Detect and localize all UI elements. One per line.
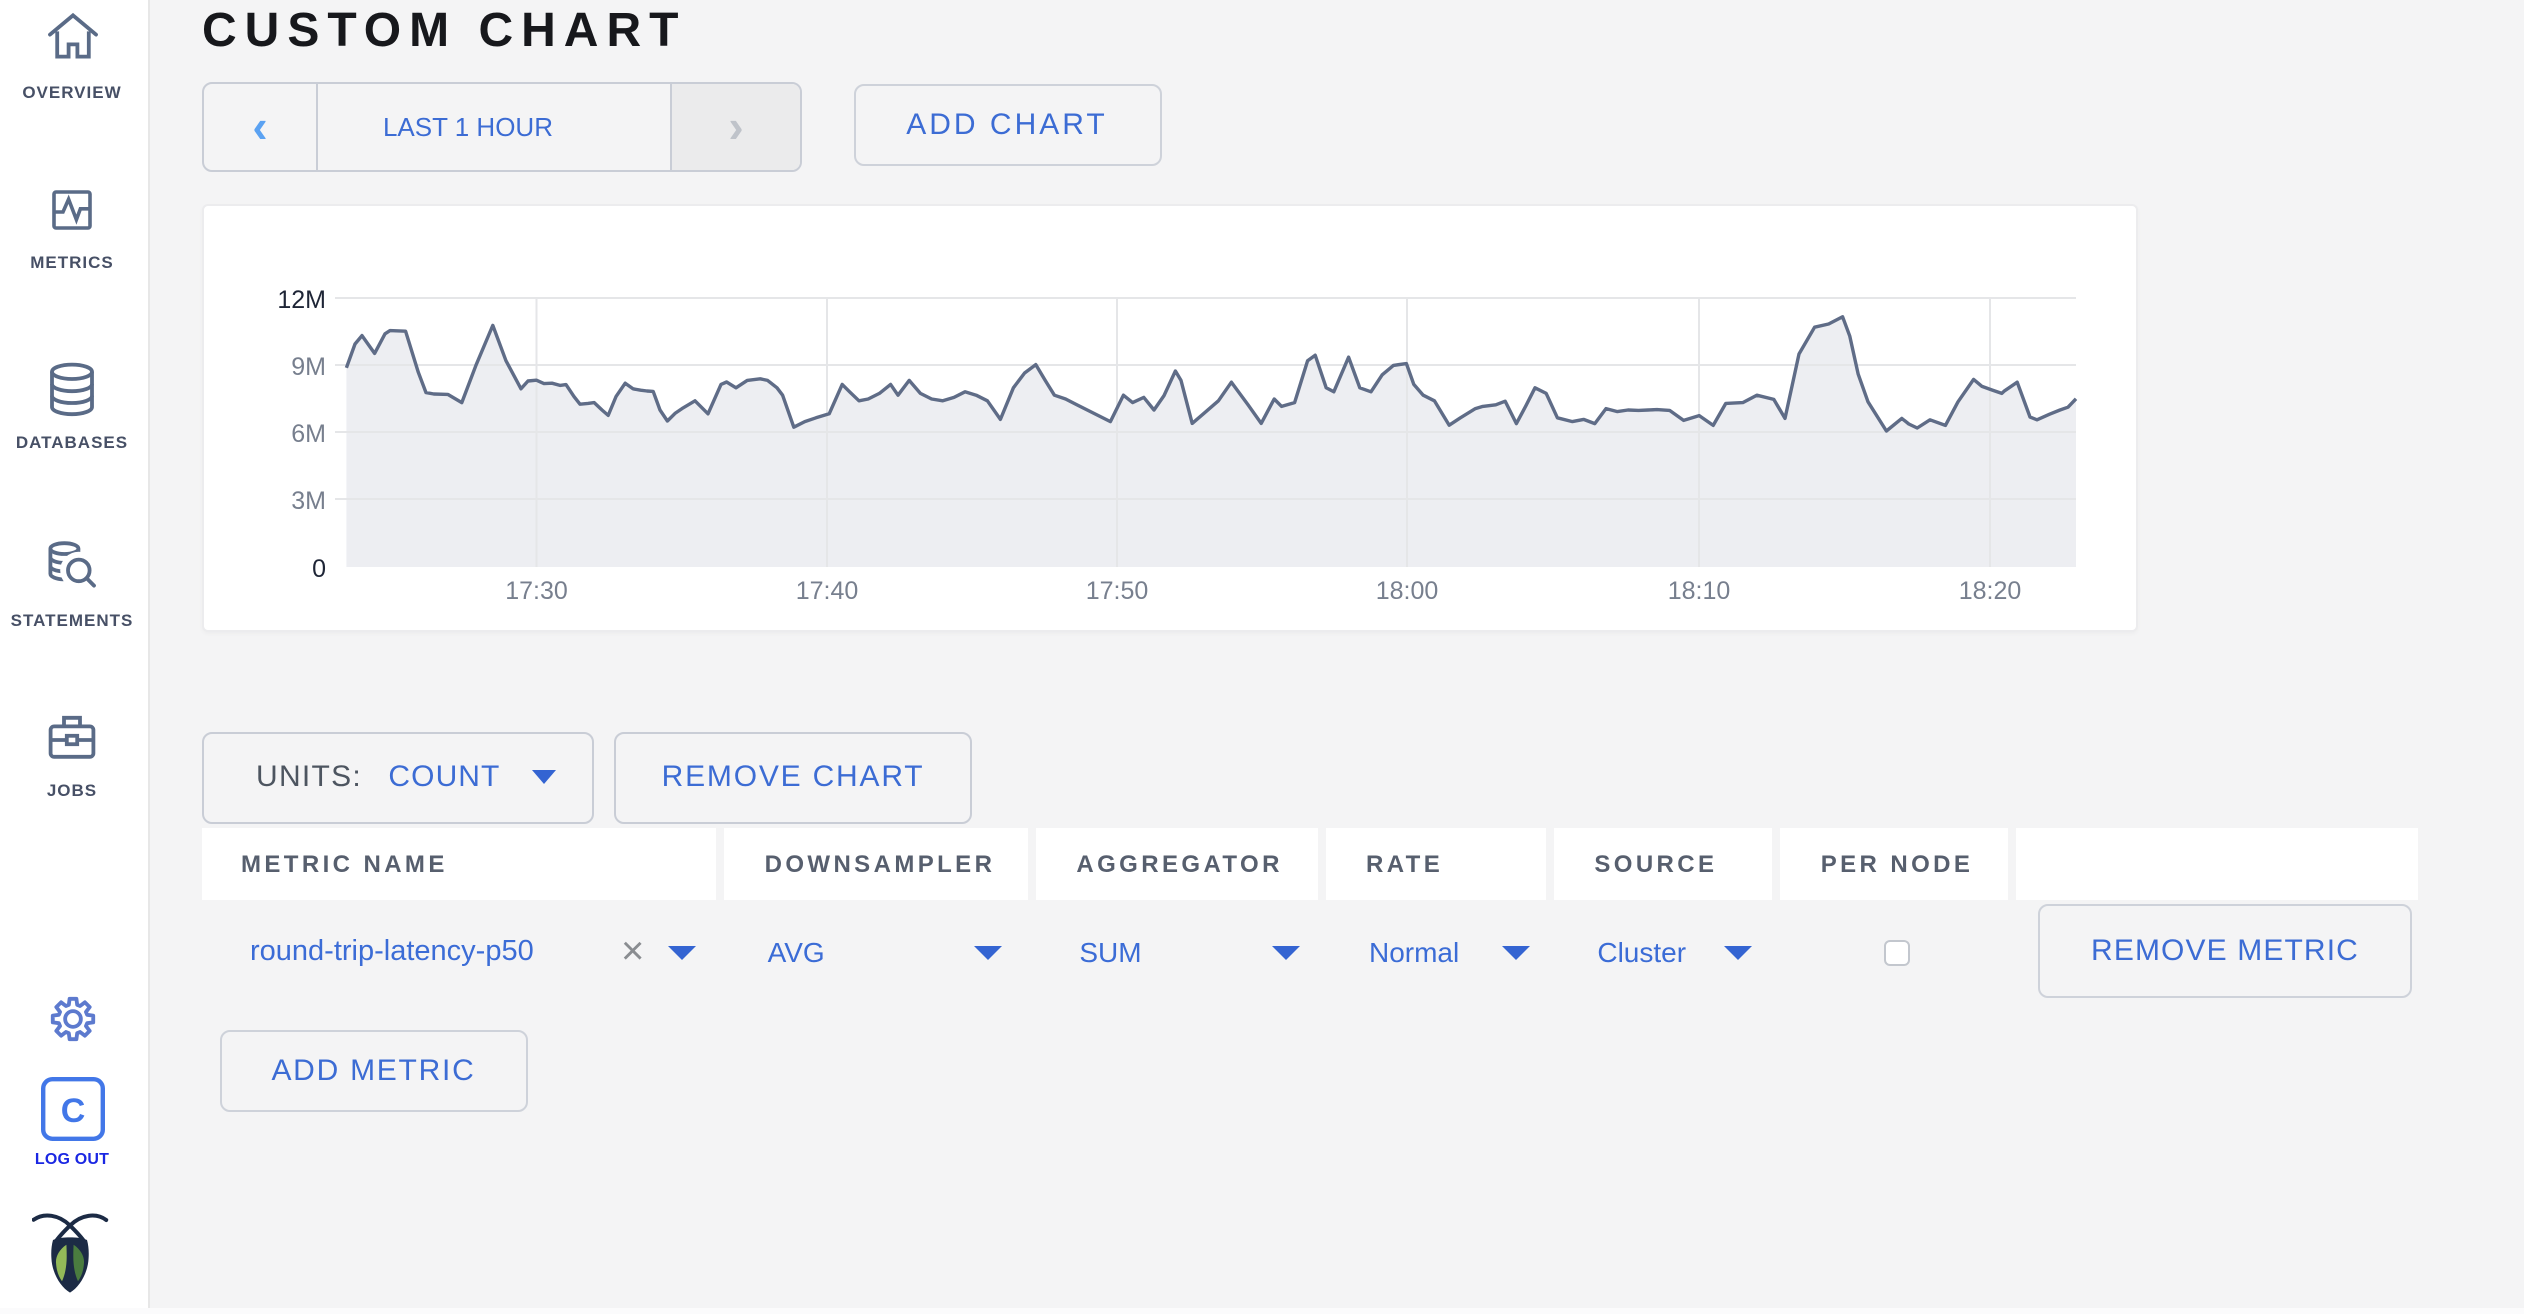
svg-text:17:40: 17:40 bbox=[796, 577, 859, 605]
svg-text:17:30: 17:30 bbox=[505, 577, 568, 605]
svg-text:C: C bbox=[60, 1092, 85, 1130]
svg-text:3M: 3M bbox=[291, 487, 326, 515]
svg-text:17:50: 17:50 bbox=[1086, 577, 1149, 605]
svg-text:18:10: 18:10 bbox=[1668, 577, 1731, 605]
svg-text:18:00: 18:00 bbox=[1376, 577, 1439, 605]
svg-text:9M: 9M bbox=[291, 353, 326, 381]
svg-text:0: 0 bbox=[312, 555, 326, 583]
svg-text:6M: 6M bbox=[291, 420, 326, 448]
svg-text:12M: 12M bbox=[277, 286, 326, 314]
svg-text:18:20: 18:20 bbox=[1959, 577, 2022, 605]
